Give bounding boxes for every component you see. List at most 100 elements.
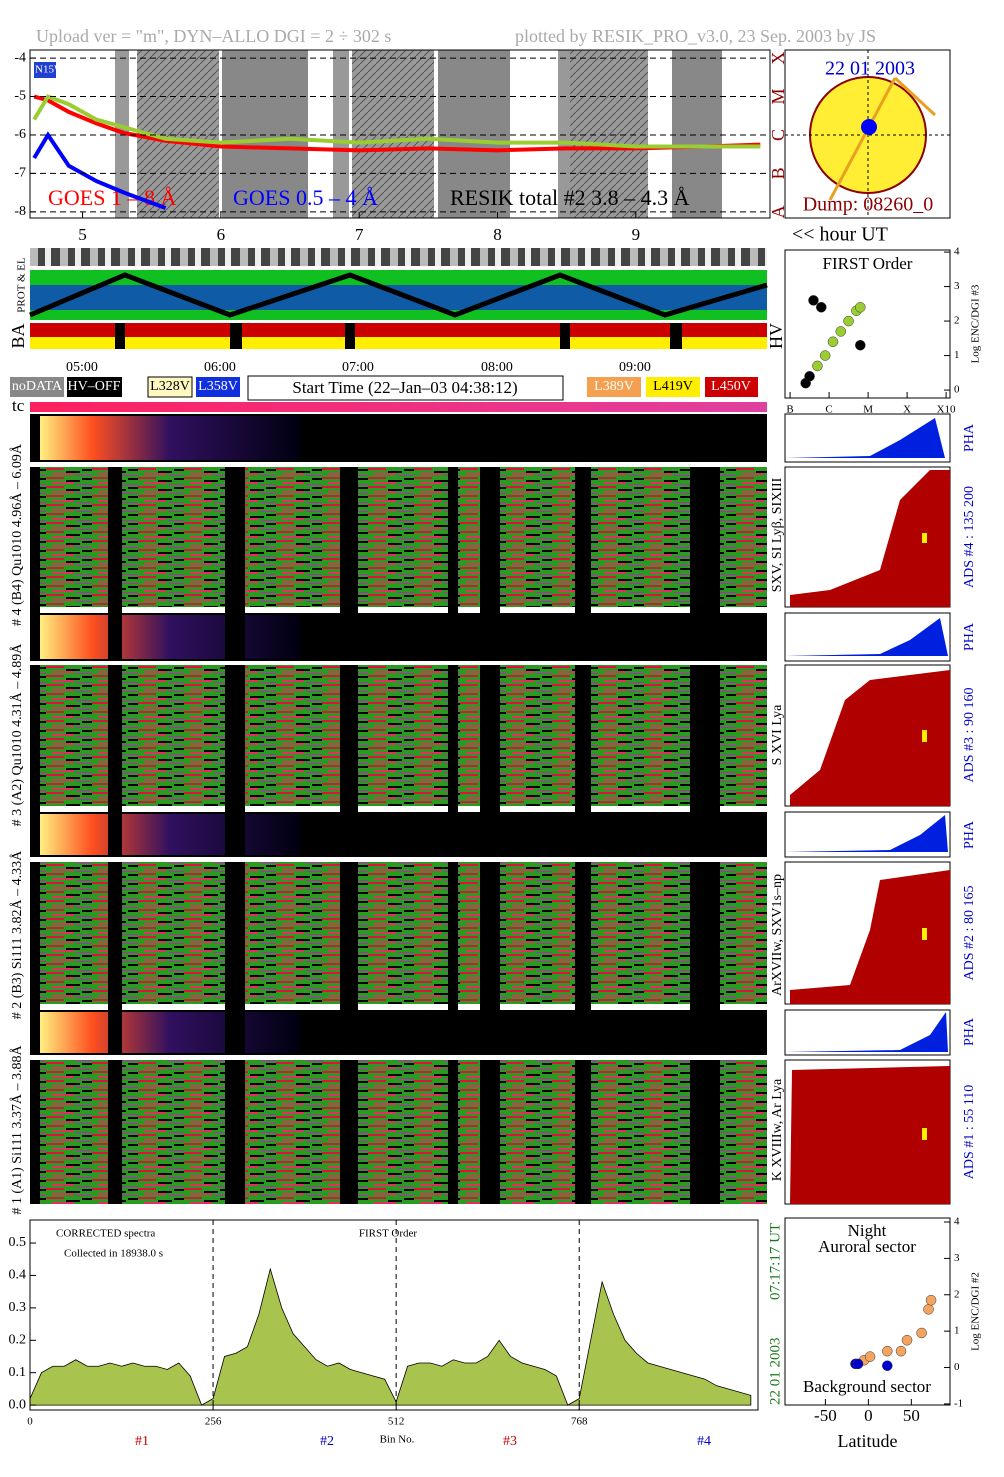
y-tick-label: 0.4 [9,1268,27,1283]
ads-label: ADS #2 : 80 165 [962,886,977,981]
auroral-label: Auroral sector [818,1237,916,1256]
line-label: K XVIIIw, Ar Lya [770,1078,785,1181]
time-label: 06:00 [204,360,236,375]
plot-frame [29,49,771,219]
time-label: 07:00 [342,360,374,375]
y-tick-label: 0.2 [9,1333,27,1348]
x-tick-label: X [903,404,911,416]
point [816,302,827,313]
plot-frame [784,1217,951,1406]
header-left: Upload ver = "m", DYN–ALLO DGI = 2 ÷ 302… [36,26,391,46]
class-label: X [768,52,788,65]
pha-label: PHA [962,622,977,651]
y-tick-label: 0 [954,1361,960,1373]
x-tick-label: 0 [864,1406,873,1425]
y-tick-label: 0.0 [9,1397,27,1412]
point [882,1360,893,1371]
point [827,336,839,348]
y-tick-label: 0.5 [9,1235,27,1250]
section-labels: #1 #2 #3 #4 [135,1434,711,1449]
chart-title: FIRST Order [823,254,913,273]
legend-item: L419V [653,379,693,394]
detector-label: # 4 (B4) Qu1010 4.96Å – 6.09Å [9,443,25,626]
chart-title: CORRECTED spectra [56,1228,155,1240]
point [925,1294,937,1306]
y-tick-label: -6 [14,127,26,142]
line-label: S XVI Lya [770,704,785,765]
sun-dump: Dump: 08260_0 [803,194,934,216]
legend-item: noDATA [12,379,63,394]
point [923,1304,934,1315]
class-label: B [768,167,788,179]
section-label: #3 [503,1434,517,1449]
y-tick-label: -8 [14,204,26,219]
y-tick-label: -1 [954,1397,963,1409]
sun-panel [784,49,951,219]
class-label: A [768,205,788,218]
line-label: ArXVIIw, SXV1s–np [770,874,785,996]
time-labels: 05:00 06:00 07:00 08:00 09:00 [66,360,651,375]
time-label: 05:00 [66,360,98,375]
x-tick-label: 6 [217,225,226,244]
x-tick-label: 7 [355,225,364,244]
section-label: #1 [135,1434,149,1449]
y-tick-label: 2 [954,1288,960,1300]
hv-label: HV [766,323,786,349]
legend-row: noDATA HV–OFF L328V L358V Start Time (22… [10,375,758,401]
x-tick-label: X10 [937,404,956,416]
legend-item: HV–OFF [68,379,121,394]
goes-shading [115,50,722,218]
pha-label: PHA [962,1017,977,1046]
tc-label: tc [12,396,25,415]
line-label: SXV, SI Lyβ, SIXIII [770,477,785,592]
plot-frame [784,249,951,399]
legend-item: L328V [150,379,190,394]
detector-labels: # 4 (B4) Qu1010 4.96Å – 6.09Å # 3 (A2) Q… [9,443,785,1215]
pha-label: PHA [962,423,977,452]
y-tick-label: 1 [954,349,960,361]
detector-label: # 2 (B3) Si111 3.82Å – 4.33Å [9,850,25,1019]
x-tick-label: M [863,404,873,416]
point [882,1345,893,1357]
point [916,1327,927,1339]
spectrum-date: 22 01 2003 [767,1338,783,1406]
class-label: C [768,129,788,141]
spectrum-time: 07:17:17 UT [767,1223,783,1300]
time-label: 08:00 [481,360,513,375]
time-label: 09:00 [619,360,651,375]
legend-item: L450V [711,379,751,394]
status-strips [29,248,768,349]
plot-frame [29,1219,759,1411]
y-tick-label: -5 [14,89,26,104]
ads-label: ADS #3 : 90 160 [962,688,977,783]
point [804,371,815,382]
y-tick-label: 4 [954,246,960,258]
y-tick-label: 1 [954,1325,960,1337]
point [901,1334,913,1346]
detector-label: # 3 (A2) Qu1010 4.31Å – 4.89Å [9,643,25,827]
point [895,1345,907,1357]
detector-label: # 1 (A1) Si111 3.37Å – 3.88Å [9,1044,25,1214]
sun-date: 22 01 2003 [825,58,915,80]
point [843,315,854,327]
position-badge [34,62,56,78]
point [855,302,866,313]
y-tick-label: 3 [954,1252,960,1264]
legend-item: L358V [198,379,238,394]
ads-label: ADS #1 : 55 110 [962,1085,977,1179]
x-tick-label: 5 [78,225,87,244]
annotation: FIRST Order [359,1228,417,1240]
x-tick-label: 256 [205,1416,222,1428]
hour-ut: << hour UT [792,224,888,246]
legend-entry: RESIK total #2 3.8 – 4.3 Å [450,185,690,210]
y-tick-label: 3 [954,280,960,292]
y-tick-label: -7 [14,166,26,181]
legend-entry: GOES 0.5 – 4 Å [233,185,378,210]
series-line [32,94,761,149]
y-tick-label: 2 [954,315,960,327]
histogram-labels: PHA ADS #4 : 135 200 PHA ADS #3 : 90 160… [962,423,977,1179]
pha-label: PHA [962,820,977,849]
point [864,1351,876,1362]
x-tick-label: 8 [493,225,502,244]
section-label: #2 [320,1434,334,1449]
